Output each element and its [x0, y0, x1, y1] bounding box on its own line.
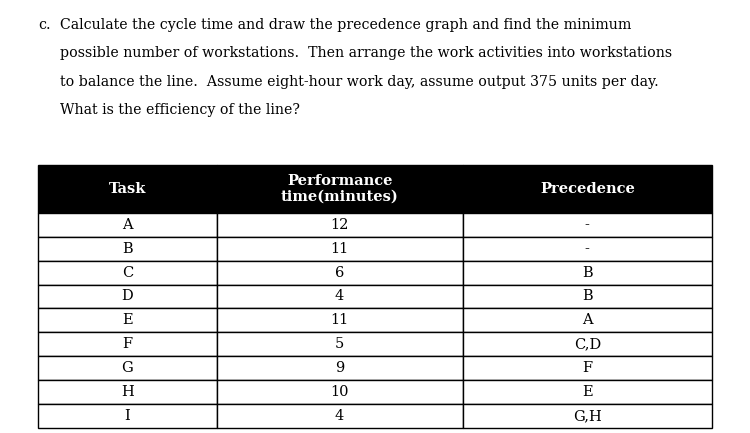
Text: possible number of workstations.  Then arrange the work activities into workstat: possible number of workstations. Then ar…	[60, 46, 672, 61]
Text: Performance
time(minutes): Performance time(minutes)	[280, 174, 398, 204]
Bar	[217, 356, 463, 380]
Text: B: B	[582, 265, 592, 280]
Bar	[217, 284, 463, 308]
Text: Precedence: Precedence	[540, 182, 634, 196]
Bar	[217, 308, 463, 333]
Bar	[38, 284, 217, 308]
Bar	[463, 261, 712, 284]
Bar	[217, 333, 463, 356]
Text: c.: c.	[38, 18, 51, 32]
Text: C,D: C,D	[574, 337, 601, 351]
Bar	[38, 404, 217, 428]
Bar	[38, 356, 217, 380]
Bar	[463, 308, 712, 333]
Bar	[463, 237, 712, 261]
Text: E: E	[582, 385, 592, 399]
Bar	[217, 165, 463, 213]
Bar	[38, 308, 217, 333]
Text: 10: 10	[330, 385, 349, 399]
Text: I: I	[124, 409, 130, 423]
Text: E: E	[122, 313, 133, 327]
Bar	[38, 165, 217, 213]
Bar	[463, 165, 712, 213]
Bar	[463, 404, 712, 428]
Bar	[217, 261, 463, 284]
Text: What is the efficiency of the line?: What is the efficiency of the line?	[60, 103, 300, 117]
Text: 4: 4	[335, 290, 344, 304]
Text: B: B	[122, 242, 133, 255]
Text: A: A	[122, 218, 133, 232]
Text: C: C	[122, 265, 133, 280]
Bar	[38, 380, 217, 404]
Bar	[217, 237, 463, 261]
Text: 9: 9	[335, 361, 344, 375]
Text: -: -	[585, 242, 590, 255]
Text: 11: 11	[331, 242, 349, 255]
Bar	[463, 380, 712, 404]
Bar	[463, 284, 712, 308]
Text: -: -	[585, 218, 590, 232]
Text: F: F	[582, 361, 592, 375]
Text: G,H: G,H	[573, 409, 602, 423]
Bar	[38, 261, 217, 284]
Text: 6: 6	[335, 265, 344, 280]
Text: B: B	[582, 290, 592, 304]
Bar	[217, 380, 463, 404]
Bar	[463, 356, 712, 380]
Bar	[38, 237, 217, 261]
Text: Calculate the cycle time and draw the precedence graph and find the minimum: Calculate the cycle time and draw the pr…	[60, 18, 632, 32]
Text: G: G	[122, 361, 134, 375]
Text: H: H	[121, 385, 134, 399]
Text: 11: 11	[331, 313, 349, 327]
Text: A: A	[582, 313, 592, 327]
Text: F: F	[122, 337, 132, 351]
Bar	[463, 333, 712, 356]
Text: 12: 12	[331, 218, 349, 232]
Text: 5: 5	[335, 337, 344, 351]
Bar	[217, 404, 463, 428]
Bar	[217, 213, 463, 237]
Text: Task: Task	[109, 182, 146, 196]
Text: D: D	[122, 290, 134, 304]
Bar	[463, 213, 712, 237]
Bar	[38, 213, 217, 237]
Bar	[38, 333, 217, 356]
Text: 4: 4	[335, 409, 344, 423]
Text: to balance the line.  Assume eight-hour work day, assume output 375 units per da: to balance the line. Assume eight-hour w…	[60, 75, 658, 89]
